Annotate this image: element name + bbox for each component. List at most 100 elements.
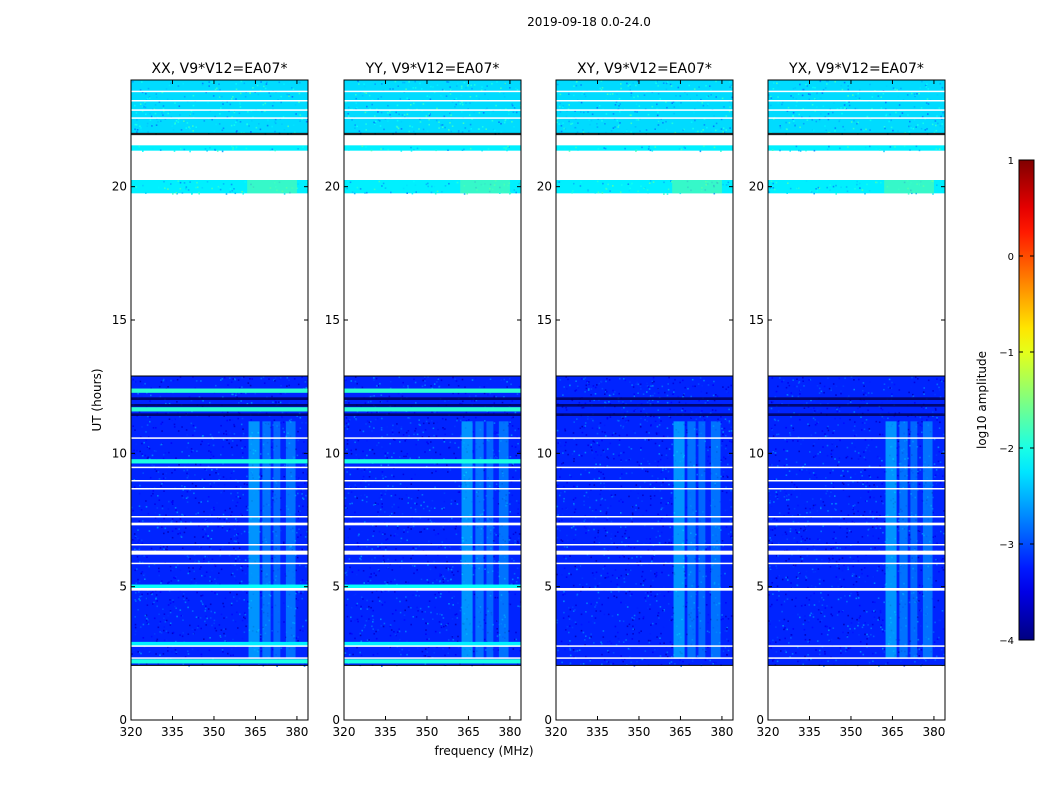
rfi-band — [486, 421, 494, 659]
y-tick-label: 10 — [749, 446, 764, 460]
rfi-band — [461, 421, 473, 659]
y-tick-label: 15 — [325, 313, 340, 327]
flagged-gap — [768, 109, 945, 111]
y-tick-label: 5 — [332, 580, 340, 594]
flagged-gap — [131, 117, 308, 119]
dark-row — [344, 413, 521, 416]
colorbar: 1 0 −1 −2 −3 −4 log10 amplitude — [975, 156, 1035, 647]
flagged-gap — [556, 466, 733, 469]
flagged-gap — [556, 645, 733, 647]
dark-row — [131, 404, 308, 407]
bright-row — [344, 584, 521, 589]
y-tick-label: 20 — [325, 180, 340, 194]
panel-xy: XY, V9*V12=EA07* 320 335 350 365 380 0 5 10 15 20 — [537, 61, 734, 739]
heatmap-image — [768, 80, 945, 667]
flagged-gap — [344, 550, 521, 555]
rfi-band — [285, 421, 296, 659]
y-tick-label: 20 — [749, 180, 764, 194]
flagged-gap — [131, 544, 308, 546]
y-tick-label: 20 — [537, 180, 552, 194]
flagged-gap — [344, 480, 521, 482]
rfi-band — [885, 421, 897, 659]
colorbar-tick-label: 0 — [1008, 252, 1014, 263]
x-tick-label: 350 — [203, 725, 226, 739]
y-tick-label: 15 — [749, 313, 764, 327]
x-tick-label: 365 — [244, 725, 267, 739]
data-block — [768, 145, 945, 151]
panel-title: YX, V9*V12=EA07* — [788, 61, 924, 77]
flagged-gap — [768, 466, 945, 469]
x-tick-label: 380 — [922, 725, 945, 739]
flagged-gap — [556, 657, 733, 659]
flagged-gap — [556, 90, 733, 93]
panels-group: XX, V9*V12=EA07* 320 335 350 365 380 0 5 10 15 20 Y… — [112, 61, 946, 739]
y-tick-label: 10 — [537, 446, 552, 460]
x-tick-label: 380 — [710, 725, 733, 739]
flagged-gap — [131, 645, 308, 647]
plot-frame — [767, 79, 946, 721]
flagged-gap — [556, 117, 733, 119]
x-tick-label: 320 — [120, 725, 143, 739]
bright-row — [344, 407, 521, 412]
colorbar-tick-label: 1 — [1008, 156, 1014, 167]
flagged-gap — [556, 550, 733, 555]
data-block — [556, 80, 733, 134]
flagged-gap — [768, 562, 945, 565]
y-tick-label: 0 — [544, 713, 552, 727]
x-tick-label: 350 — [628, 725, 651, 739]
flagged-gap — [768, 100, 945, 102]
rfi-band — [262, 421, 271, 659]
rfi-band — [247, 180, 297, 194]
heatmap-image — [131, 80, 308, 667]
colorbar-gradient — [1019, 160, 1034, 640]
dark-row — [131, 397, 308, 400]
rfi-band — [884, 180, 934, 194]
data-block — [344, 80, 521, 134]
bright-row — [131, 388, 308, 393]
plot-frame — [555, 79, 734, 721]
panel-title: XX, V9*V12=EA07* — [152, 61, 288, 77]
flagged-gap — [344, 562, 521, 565]
colorbar-tick-label: −4 — [999, 636, 1014, 647]
rfi-band — [673, 421, 685, 659]
data-block — [131, 80, 308, 134]
flagged-gap — [556, 522, 733, 526]
y-axis-label: UT (hours) — [90, 368, 104, 431]
y-tick-label: 5 — [544, 580, 552, 594]
flagged-gap — [768, 516, 945, 518]
rfi-band — [460, 180, 510, 194]
heatmap-image — [556, 80, 733, 667]
y-tick-label: 0 — [119, 713, 127, 727]
y-tick-label: 0 — [756, 713, 764, 727]
bright-row — [344, 641, 521, 647]
flagged-gap — [556, 480, 733, 482]
flagged-gap — [768, 550, 945, 555]
dark-row — [556, 413, 733, 416]
y-tick-label: 5 — [756, 580, 764, 594]
flagged-gap — [768, 522, 945, 526]
flagged-gap — [344, 109, 521, 111]
dark-row — [556, 397, 733, 400]
bright-row — [131, 459, 308, 464]
flagged-gap — [131, 588, 308, 591]
x-tick-label: 335 — [161, 725, 184, 739]
flagged-gap — [344, 100, 521, 102]
rfi-band — [672, 180, 722, 194]
flagged-gap — [131, 90, 308, 93]
data-block — [344, 376, 521, 666]
x-tick-label: 380 — [498, 725, 521, 739]
flagged-gap — [131, 109, 308, 111]
colorbar-tick-label: −3 — [999, 540, 1014, 551]
flagged-gap — [344, 544, 521, 546]
dark-row — [344, 397, 521, 400]
flagged-gap — [131, 516, 308, 518]
x-tick-label: 365 — [669, 725, 692, 739]
data-block — [556, 145, 733, 151]
flagged-gap — [131, 562, 308, 565]
flagged-gap — [344, 466, 521, 469]
rfi-band — [910, 421, 918, 659]
y-tick-label: 10 — [112, 446, 127, 460]
panel-title: YY, V9*V12=EA07* — [365, 61, 500, 77]
figure-title: 2019-09-18 0.0-24.0 — [527, 15, 651, 29]
